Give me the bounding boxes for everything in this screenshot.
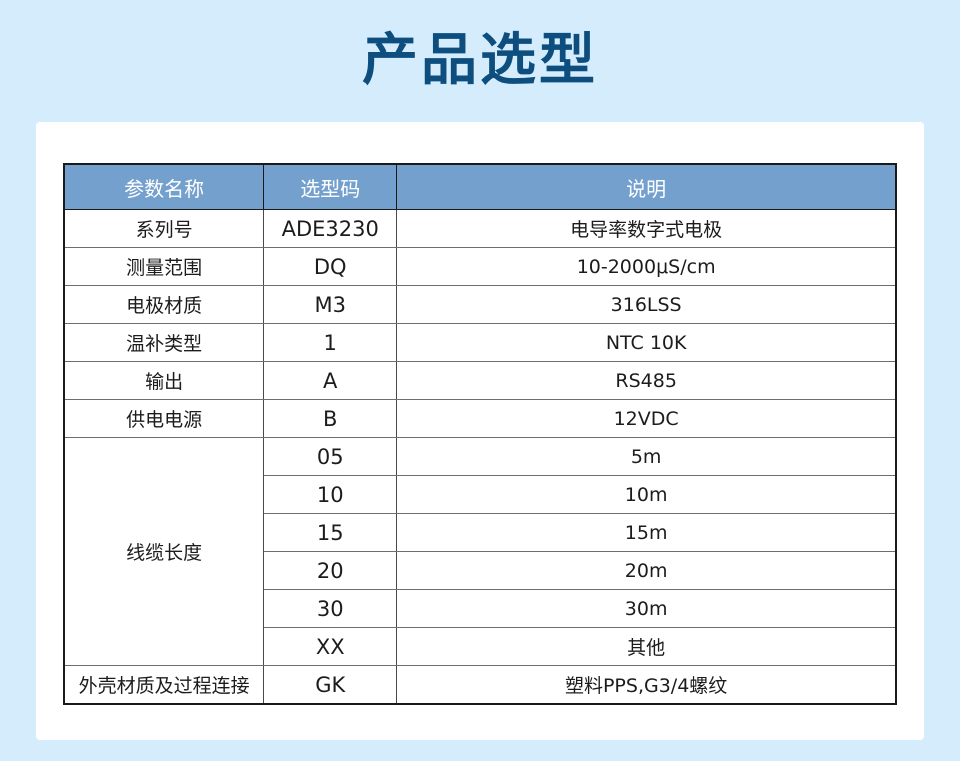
header-row: 参数名称 选型码 说明	[63, 163, 897, 210]
param-cell: 电极材质	[63, 285, 265, 324]
header-cell: 选型码	[263, 163, 398, 210]
table-row: 15 15m	[64, 513, 897, 552]
table-row: 线缆长度 05 5m	[63, 437, 897, 666]
title-bar: 产品选型	[0, 0, 960, 122]
code-cell: A	[263, 361, 398, 400]
desc-cell: 10m	[396, 475, 897, 514]
param-cell: 系列号	[63, 209, 265, 248]
desc-cell: 316LSS	[396, 285, 897, 324]
header-cell: 参数名称	[63, 163, 265, 210]
code-cell: 10	[263, 475, 398, 514]
table-row: XX 其他	[64, 627, 897, 666]
code-cell: ADE3230	[263, 209, 398, 248]
table-row: 输出 A RS485	[63, 361, 897, 400]
desc-cell: 10-2000μS/cm	[396, 247, 897, 286]
desc-cell: 电导率数字式电极	[396, 209, 897, 248]
table-row: 10 10m	[64, 475, 897, 514]
table-body: 系列号 ADE3230 电导率数字式电极 测量范围 DQ 10-2000μS/cm 电极材质…	[63, 209, 897, 705]
desc-cell: 20m	[396, 551, 897, 590]
code-cell: 1	[263, 323, 398, 362]
desc-cell: 15m	[396, 513, 897, 552]
table-row: 温补类型 1 NTC 10K	[63, 323, 897, 362]
param-cell: 外壳材质及过程连接	[63, 665, 265, 705]
code-cell: DQ	[263, 247, 398, 286]
code-cell: 30	[263, 589, 398, 628]
table-row: 测量范围 DQ 10-2000μS/cm	[63, 247, 897, 286]
table-row: 系列号 ADE3230 电导率数字式电极	[63, 209, 897, 248]
content-card: 参数名称 选型码 说明 系列号 ADE3230 电导率数字式电极 测量范围 DQ 10-200…	[36, 122, 924, 740]
desc-cell: RS485	[396, 361, 897, 400]
desc-cell: 塑料PPS,G3/4螺纹	[396, 665, 897, 705]
code-cell: 20	[263, 551, 398, 590]
code-cell: M3	[263, 285, 398, 324]
table-row: 供电电源 B 12VDC	[63, 399, 897, 438]
table-row: 电极材质 M3 316LSS	[63, 285, 897, 324]
param-cell: 测量范围	[63, 247, 265, 286]
desc-cell: NTC 10K	[396, 323, 897, 362]
desc-cell: 5m	[396, 437, 897, 476]
desc-cell: 其他	[396, 627, 897, 666]
desc-cell: 12VDC	[396, 399, 897, 438]
code-cell: 15	[263, 513, 398, 552]
param-cell: 温补类型	[63, 323, 265, 362]
header-cell: 说明	[396, 163, 897, 210]
code-cell: B	[263, 399, 398, 438]
param-cell: 供电电源	[63, 399, 265, 438]
table-row: 外壳材质及过程连接 GK 塑料PPS,G3/4螺纹	[63, 665, 897, 705]
code-cell: XX	[263, 627, 398, 666]
param-cell: 输出	[63, 361, 265, 400]
table-row: 20 20m	[64, 551, 897, 590]
table-header: 参数名称 选型码 说明	[63, 163, 897, 210]
page-title: 产品选型	[362, 28, 598, 93]
code-cell: 05	[263, 437, 398, 476]
product-selection-table: 参数名称 选型码 说明 系列号 ADE3230 电导率数字式电极 测量范围 DQ 10-200…	[63, 163, 897, 705]
code-cell: GK	[263, 665, 398, 705]
desc-cell: 30m	[396, 589, 897, 628]
param-cell: 线缆长度	[63, 437, 265, 666]
